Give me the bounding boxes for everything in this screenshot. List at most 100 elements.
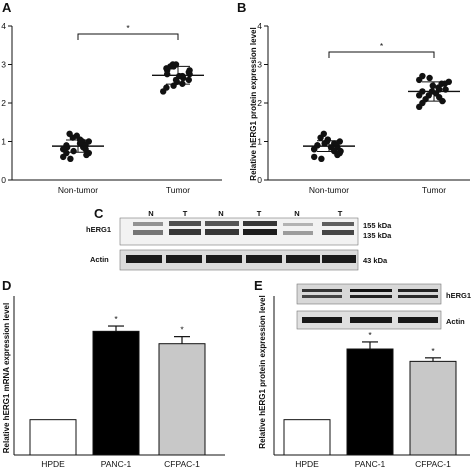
panel-b-point-1-11 bbox=[426, 74, 433, 82]
panel-c-lane-labels: N T N T N T bbox=[148, 209, 342, 218]
band-actin-3 bbox=[206, 255, 242, 263]
panel-e-significance-2: * bbox=[431, 346, 435, 356]
panel-b-ytick-label-0: 0 bbox=[257, 175, 262, 185]
panel-e-actin-bands bbox=[302, 317, 438, 323]
panel-b-point-1-10 bbox=[419, 72, 426, 80]
band-herg1-1-upper bbox=[133, 222, 163, 226]
band-herg1-6-lower bbox=[322, 230, 354, 235]
panel-c-actin-bands bbox=[126, 255, 356, 263]
panel-a-point-0-11 bbox=[70, 147, 77, 155]
panel-a-point-0-12 bbox=[69, 134, 77, 141]
panel-b-point-0-15 bbox=[334, 151, 341, 159]
panel-d-xtick-panc1: PANC-1 bbox=[101, 459, 132, 469]
panel-b-ylabel: Relative hERG1 protein expression level bbox=[249, 27, 258, 180]
panel-d-significance-1: * bbox=[114, 314, 118, 324]
panel-b-point-0-17 bbox=[336, 138, 343, 145]
panel-c-kda-155: 155 kDa bbox=[363, 221, 392, 230]
panel-e-significance-1: * bbox=[368, 330, 372, 340]
lane-label-5: N bbox=[294, 209, 299, 218]
panel-d-bar-chart: HPDE PANC-1 CFPAC-1 * * bbox=[13, 296, 225, 469]
panel-b-xtick-tumor: Tumor bbox=[422, 185, 446, 195]
panel-a-point-1-16 bbox=[186, 67, 193, 74]
band-herg1-2-upper bbox=[169, 221, 201, 226]
panel-b-ytick-label-4: 4 bbox=[257, 21, 262, 31]
panel-a-point-0-17 bbox=[85, 138, 93, 145]
panel-e-bar-2 bbox=[409, 360, 457, 456]
band-e-herg1-1-lower bbox=[302, 295, 342, 298]
panel-b-point-0-12 bbox=[324, 136, 331, 143]
panel-d-xtick-hpde: HPDE bbox=[41, 459, 65, 469]
band-actin-2 bbox=[166, 255, 202, 263]
band-actin-6 bbox=[322, 255, 356, 263]
panel-e-herg1-blot bbox=[296, 283, 442, 305]
lane-label-2: T bbox=[183, 209, 188, 218]
panel-d-ylabel: Relative hERG1 mRNA expression level bbox=[2, 303, 11, 453]
panel-d-bar-2 bbox=[158, 343, 206, 456]
panel-e-letter: E bbox=[254, 278, 263, 293]
panel-d-bar-0 bbox=[29, 419, 77, 456]
panel-a-significance-star: * bbox=[126, 23, 130, 33]
panel-a-letter: A bbox=[2, 0, 12, 15]
panel-b-point-0-19 bbox=[314, 142, 321, 149]
panel-d-letter: D bbox=[2, 278, 11, 293]
panel-a-point-1-18 bbox=[164, 70, 171, 78]
panel-a-point-1-14 bbox=[176, 72, 183, 80]
panel-e-bar-1 bbox=[346, 348, 394, 456]
panel-b-letter: B bbox=[237, 0, 246, 15]
band-herg1-4-upper bbox=[243, 221, 277, 226]
band-herg1-3-lower bbox=[205, 229, 239, 235]
panel-b-point-0-10 bbox=[318, 155, 325, 163]
lane-label-6: T bbox=[338, 209, 343, 218]
band-actin-1 bbox=[126, 255, 162, 263]
panel-c-letter: C bbox=[94, 206, 104, 221]
band-e-herg1-2-lower bbox=[350, 295, 392, 298]
panel-a-ytick-label-0: 0 bbox=[1, 175, 6, 185]
panel-b-significance-star: * bbox=[380, 41, 384, 51]
band-herg1-6-upper bbox=[322, 222, 354, 226]
lane-label-4: T bbox=[257, 209, 262, 218]
panel-e-herg1-label: hERG1 bbox=[446, 291, 471, 300]
band-actin-4 bbox=[246, 255, 282, 263]
panel-c-herg1-bands bbox=[133, 221, 354, 235]
panel-a-point-0-19 bbox=[63, 149, 70, 157]
band-herg1-3-upper bbox=[205, 221, 239, 226]
panel-c-kda-135: 135 kDa bbox=[363, 231, 392, 240]
panel-b-point-0-3 bbox=[320, 130, 327, 137]
panel-e-herg1-bands bbox=[302, 289, 438, 298]
panel-a-significance-bracket bbox=[77, 33, 179, 40]
panel-d-bar-1 bbox=[92, 330, 140, 456]
panel-b-point-0-9 bbox=[311, 153, 318, 161]
lane-label-3: N bbox=[218, 209, 223, 218]
panel-a-point-0-15 bbox=[83, 151, 90, 159]
panel-a-point-1-1 bbox=[163, 84, 170, 91]
panel-d-significance-2: * bbox=[180, 325, 184, 335]
band-e-herg1-3-lower bbox=[398, 295, 438, 298]
band-herg1-4-lower bbox=[243, 229, 277, 235]
band-actin-5 bbox=[286, 255, 320, 263]
panel-e-actin-label: Actin bbox=[446, 317, 465, 326]
panel-e-xtick-cfpac1: CFPAC-1 bbox=[415, 459, 451, 469]
band-e-actin-1 bbox=[302, 317, 342, 323]
panel-b-significance-bracket bbox=[328, 51, 435, 58]
panel-a-point-0-10 bbox=[67, 155, 74, 163]
panel-a-ytick-label-2: 2 bbox=[1, 98, 6, 108]
panel-a-ytick-label-1: 1 bbox=[1, 137, 6, 147]
band-herg1-5-lower bbox=[283, 231, 313, 235]
band-herg1-5-upper bbox=[283, 223, 313, 226]
panel-e-xtick-panc1: PANC-1 bbox=[355, 459, 386, 469]
panel-b-ytick-label-3: 3 bbox=[257, 60, 262, 70]
band-herg1-1-lower bbox=[133, 230, 163, 235]
panel-a-xtick-tumor: Tumor bbox=[166, 185, 190, 195]
band-e-herg1-2-upper bbox=[350, 289, 392, 292]
panel-d-xtick-cfpac1: CFPAC-1 bbox=[164, 459, 200, 469]
band-herg1-2-lower bbox=[169, 229, 201, 235]
panel-b-point-1-12 bbox=[429, 82, 436, 89]
panel-c-actin-label: Actin bbox=[90, 255, 109, 264]
band-e-herg1-1-upper bbox=[302, 289, 342, 292]
band-e-actin-2 bbox=[350, 317, 392, 323]
panel-b-xtick-nontumor: Non-tumor bbox=[309, 185, 349, 195]
panel-e-bar-chart: HPDE PANC-1 CFPAC-1 * * bbox=[273, 296, 470, 469]
panel-c-kda-43: 43 kDa bbox=[363, 256, 388, 265]
panel-b-ytick-label-1: 1 bbox=[257, 137, 262, 147]
